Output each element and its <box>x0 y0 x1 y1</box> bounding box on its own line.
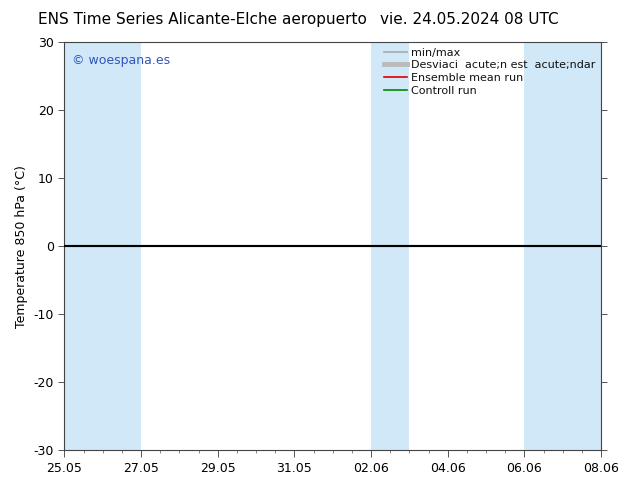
Bar <box>524 42 601 450</box>
Text: ENS Time Series Alicante-Elche aeropuerto: ENS Time Series Alicante-Elche aeropuert… <box>39 12 367 27</box>
Y-axis label: Temperature 850 hPa (°C): Temperature 850 hPa (°C) <box>15 165 28 327</box>
Text: © woespana.es: © woespana.es <box>72 54 171 67</box>
Legend: min/max, Desviaci  acute;n est  acute;ndar, Ensemble mean run, Controll run: min/max, Desviaci acute;n est acute;ndar… <box>382 46 598 98</box>
Bar <box>371 42 410 450</box>
Text: vie. 24.05.2024 08 UTC: vie. 24.05.2024 08 UTC <box>380 12 559 27</box>
Bar <box>64 42 141 450</box>
